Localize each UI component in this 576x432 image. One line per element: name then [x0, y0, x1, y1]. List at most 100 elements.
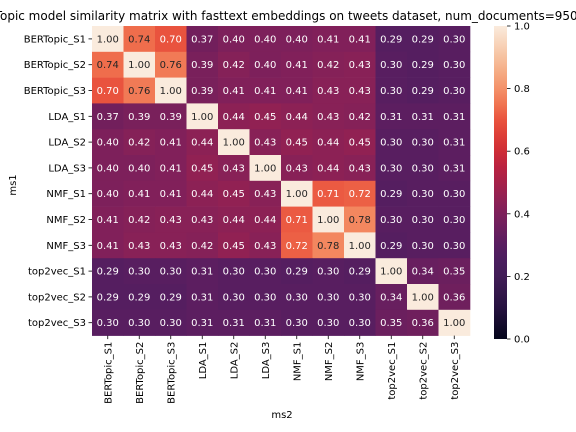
- heatmap-cell: [407, 51, 439, 78]
- heatmap-cell: [281, 206, 313, 233]
- heatmap-cell: [344, 155, 376, 182]
- heatmap-cell: [123, 155, 156, 182]
- heatmap-cell: [92, 103, 124, 130]
- y-tick-label: LDA_S3: [48, 163, 86, 174]
- y-tick-label: NMF_S2: [46, 215, 86, 226]
- cell-value-label: 0.30: [443, 215, 465, 226]
- cell-value-label: 0.30: [160, 318, 182, 329]
- y-tick-labels: BERTopic_S1 BERTopic_S2 BERTopic_S3 LDA_S1 L…: [24, 34, 92, 329]
- cell-value-label: 1.00: [286, 189, 308, 200]
- cell-value-label: 0.29: [380, 241, 402, 252]
- cell-value-label: 0.41: [317, 34, 339, 45]
- heatmap-cell: [312, 77, 345, 104]
- heatmap-cell: [92, 284, 124, 311]
- cell-value-label: 0.29: [380, 34, 402, 45]
- y-tick-label: BERTopic_S1: [24, 34, 86, 45]
- heatmap-cell: [312, 180, 345, 207]
- heatmap-cell: [438, 51, 471, 78]
- cell-value-label: 0.41: [128, 189, 150, 200]
- heatmap-cell: [281, 103, 313, 130]
- cell-value-label: 0.43: [160, 241, 182, 252]
- heatmap-cell: [407, 206, 439, 233]
- x-tick-label: top2vec_S2: [418, 342, 429, 400]
- heatmap-cell: [249, 51, 282, 78]
- cell-value-label: 1.00: [223, 138, 245, 149]
- heatmap-cell: [155, 77, 187, 104]
- heatmap-cell: [155, 180, 187, 207]
- heatmap-cell: [312, 284, 345, 311]
- cell-value-label: 0.42: [128, 215, 150, 226]
- cell-value-label: 0.41: [286, 86, 308, 97]
- heatmap-cell: [155, 51, 187, 78]
- heatmap-cell: [344, 103, 376, 130]
- heatmap-cell: [281, 284, 313, 311]
- heatmap-cell: [375, 77, 408, 104]
- cell-value-label: 0.37: [97, 112, 119, 123]
- cell-value-label: 0.71: [317, 189, 339, 200]
- colorbar-tick-label: 0.6: [514, 147, 530, 158]
- heatmap-cell: [92, 77, 124, 104]
- cell-value-label: 0.30: [223, 267, 245, 278]
- heatmap-cell: [186, 309, 219, 336]
- y-tick-label: LDA_S2: [48, 138, 86, 149]
- cell-value-label: 0.40: [254, 34, 276, 45]
- cell-value-label: 0.40: [254, 60, 276, 71]
- cell-value-label: 0.30: [286, 292, 308, 303]
- cell-value-label: 1.00: [349, 241, 371, 252]
- colorbar-tick-label: 0.8: [514, 84, 530, 95]
- cell-value-label: 0.30: [254, 292, 276, 303]
- heatmap-cell: [92, 26, 124, 53]
- heatmap-cell: [218, 155, 250, 182]
- heatmap-cell: [249, 129, 282, 156]
- cell-value-label: 0.43: [317, 86, 339, 97]
- heatmap-cell: [375, 232, 408, 259]
- heatmap-cell: [249, 284, 282, 311]
- cell-value-label: 0.43: [254, 138, 276, 149]
- cell-value-label: 0.31: [380, 112, 402, 123]
- heatmap-cell: [407, 155, 439, 182]
- cell-value-label: 0.45: [223, 189, 245, 200]
- cell-value-label: 0.43: [349, 163, 371, 174]
- heatmap-cell: [186, 206, 219, 233]
- cell-value-label: 0.30: [317, 267, 339, 278]
- heatmap-cell: [123, 232, 156, 259]
- heatmap-cell: [344, 51, 376, 78]
- heatmap-cell: [123, 309, 156, 336]
- heatmap-cell: [123, 77, 156, 104]
- heatmap-cell: [186, 129, 219, 156]
- cell-value-label: 0.35: [443, 267, 465, 278]
- heatmap-cell: [375, 155, 408, 182]
- heatmap-cell: [155, 155, 187, 182]
- heatmap-cell: [155, 26, 187, 53]
- heatmap-cell: [92, 206, 124, 233]
- cell-value-label: 0.43: [349, 60, 371, 71]
- y-axis-label: ms1: [8, 174, 19, 195]
- heatmap-cell: [344, 258, 376, 285]
- heatmap-cell: [281, 129, 313, 156]
- cell-value-label: 0.30: [128, 318, 150, 329]
- x-axis-label: ms2: [271, 410, 292, 421]
- heatmap-cell: [375, 103, 408, 130]
- cell-value-label: 0.31: [191, 318, 213, 329]
- colorbar-tick-label: 0.0: [514, 335, 530, 346]
- heatmap-cell: [344, 180, 376, 207]
- heatmap-cell: [375, 206, 408, 233]
- cell-value-label: 0.31: [191, 267, 213, 278]
- x-tick-label: BERTopic_S1: [103, 342, 114, 404]
- cell-value-label: 0.37: [191, 34, 213, 45]
- cell-value-label: 0.30: [412, 138, 434, 149]
- heatmap-cell: [186, 180, 219, 207]
- cell-value-label: 0.39: [160, 112, 182, 123]
- heatmap-cell: [92, 180, 124, 207]
- heatmap-cell: [344, 284, 376, 311]
- cell-value-label: 0.30: [443, 34, 465, 45]
- cell-value-label: 0.30: [254, 267, 276, 278]
- cell-value-label: 0.29: [412, 86, 434, 97]
- cell-value-label: 0.30: [349, 318, 371, 329]
- colorbar-tick-label: 0.4: [514, 209, 530, 220]
- y-tick-label: BERTopic_S3: [24, 86, 86, 97]
- heatmap-cell: [281, 258, 313, 285]
- heatmap-cell: [281, 155, 313, 182]
- heatmap-cell: [186, 103, 219, 130]
